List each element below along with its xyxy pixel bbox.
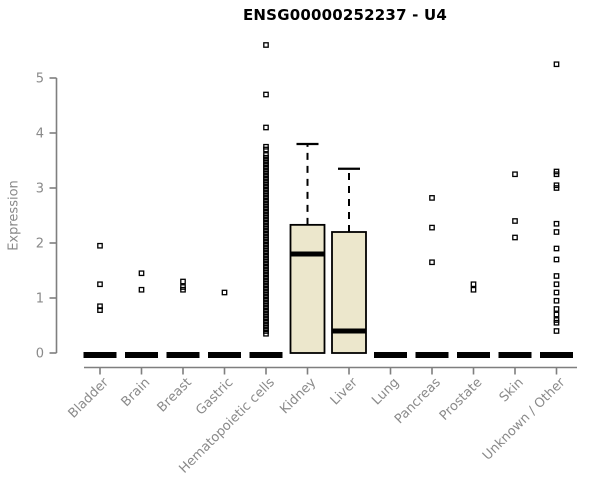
boxplot-skin bbox=[498, 171, 532, 358]
outlier-point bbox=[180, 286, 186, 293]
outlier-point bbox=[553, 311, 560, 318]
collapsed-box bbox=[374, 352, 407, 358]
x-axis-label-skin: Skin bbox=[497, 375, 527, 405]
outlier-point bbox=[429, 195, 435, 201]
outlier-point bbox=[263, 91, 269, 98]
x-axis-label-prostate: Prostate bbox=[437, 375, 485, 423]
outlier-point bbox=[138, 270, 145, 277]
outlier-point bbox=[553, 273, 560, 279]
boxplot-bladder bbox=[83, 242, 117, 358]
outlier-point bbox=[553, 297, 560, 304]
outlier-point bbox=[470, 281, 477, 288]
outlier-point bbox=[553, 319, 560, 326]
box-iqr bbox=[331, 231, 367, 354]
x-axis-label-kidney: Kidney bbox=[277, 375, 319, 417]
collapsed-box bbox=[457, 352, 490, 358]
outlier-point bbox=[263, 330, 269, 337]
outlier-point bbox=[429, 259, 435, 266]
collapsed-box bbox=[208, 352, 241, 358]
x-axis-label-pancreas: Pancreas bbox=[392, 375, 444, 427]
boxplot-lung bbox=[374, 352, 407, 358]
outlier-point bbox=[553, 328, 560, 334]
box-iqr bbox=[289, 223, 326, 354]
outlier-point bbox=[97, 242, 103, 249]
y-tick-label-4: 4 bbox=[36, 127, 44, 142]
y-tick-label-1: 1 bbox=[36, 292, 44, 307]
y-tick-label-3: 3 bbox=[36, 182, 44, 197]
outlier-point bbox=[553, 171, 560, 178]
outlier-point bbox=[429, 224, 435, 231]
outlier-point bbox=[97, 281, 103, 288]
outlier-point bbox=[553, 306, 560, 312]
outlier-point bbox=[180, 278, 186, 285]
outlier-point bbox=[553, 185, 560, 191]
boxplot-pancreas bbox=[415, 195, 449, 358]
collapsed-box bbox=[498, 352, 532, 358]
y-tick-label-2: 2 bbox=[36, 237, 44, 252]
median-line bbox=[332, 328, 366, 334]
x-axis-label-lung: Lung bbox=[369, 375, 402, 408]
collapsed-box bbox=[83, 352, 117, 358]
y-tick-label-0: 0 bbox=[36, 347, 44, 362]
y-tick-label-5: 5 bbox=[36, 72, 44, 87]
x-axis-label-liver: Liver bbox=[328, 375, 362, 409]
boxplot-gastric bbox=[208, 289, 241, 358]
outlier-point bbox=[553, 220, 560, 227]
outlier-point bbox=[553, 229, 560, 235]
outlier-point bbox=[553, 61, 560, 68]
outlier-point bbox=[512, 218, 518, 224]
outlier-point bbox=[138, 286, 145, 293]
boxplot-kidney bbox=[289, 142, 326, 354]
outlier-point bbox=[221, 289, 228, 296]
collapsed-box bbox=[415, 352, 449, 358]
outlier-point bbox=[97, 307, 103, 313]
outlier-point bbox=[553, 245, 560, 252]
boxplot-prostate bbox=[457, 281, 490, 358]
outlier-point bbox=[512, 234, 518, 241]
collapsed-box bbox=[166, 352, 200, 358]
boxplot-liver bbox=[331, 167, 367, 354]
outlier-point bbox=[553, 281, 560, 288]
outlier-point bbox=[512, 171, 518, 178]
outlier-point bbox=[263, 146, 269, 153]
collapsed-box bbox=[249, 352, 283, 358]
boxplot-unknown-other bbox=[540, 61, 573, 358]
boxplot-breast bbox=[166, 278, 200, 358]
x-axis-label-brain: Brain bbox=[119, 375, 154, 410]
boxplot-brain bbox=[125, 270, 158, 358]
collapsed-box bbox=[540, 352, 573, 358]
collapsed-box bbox=[125, 352, 158, 358]
median-line bbox=[290, 251, 325, 257]
outlier-point bbox=[263, 124, 269, 131]
chart-title: ENSG00000252237 - U4 bbox=[242, 6, 447, 24]
outlier-point bbox=[553, 256, 560, 263]
outlier-point bbox=[263, 42, 269, 48]
outlier-point bbox=[553, 289, 560, 296]
boxplot-hematopoietic-cells bbox=[249, 42, 283, 358]
x-axis-label-breast: Breast bbox=[155, 375, 195, 415]
y-axis: 0 1 2 3 4 5 bbox=[36, 72, 58, 362]
x-axis-label-bladder: Bladder bbox=[66, 375, 113, 422]
outlier-point bbox=[470, 286, 477, 293]
